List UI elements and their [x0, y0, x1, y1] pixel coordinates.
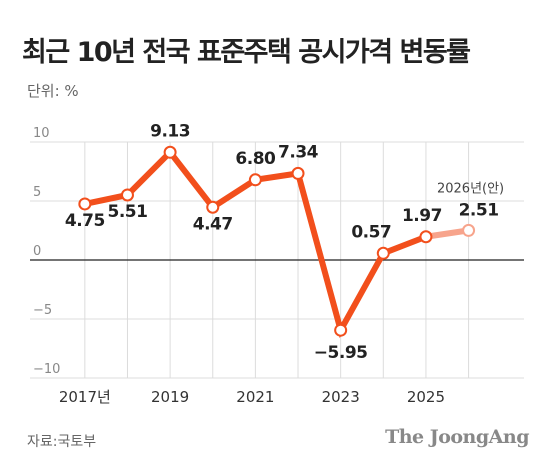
- y-tick-label: −5: [33, 303, 52, 318]
- x-tick-label: 2025: [407, 388, 445, 406]
- data-label: 0.57: [351, 222, 391, 242]
- source-label: 자료:국토부: [27, 434, 97, 450]
- data-label: −5.95: [314, 343, 368, 363]
- data-label: 6.80: [235, 149, 276, 169]
- publisher-logo: The JoongAng: [385, 426, 529, 448]
- data-point: [376, 246, 390, 260]
- x-tick-label: 2021: [236, 388, 274, 406]
- y-tick-label: 5: [33, 185, 41, 200]
- data-label: 2.51: [459, 200, 499, 220]
- data-point: [334, 323, 348, 337]
- x-tick-label: 2017년: [59, 388, 111, 406]
- data-point: [206, 200, 220, 214]
- x-tick-label: 2023: [322, 388, 360, 406]
- projection-annotation: 2026년(안): [437, 181, 504, 196]
- data-label: 4.75: [65, 211, 105, 231]
- data-label: 5.51: [108, 202, 148, 222]
- data-point: [120, 188, 134, 202]
- unit-label: 단위: %: [27, 82, 79, 100]
- projected-series-line: [422, 227, 472, 240]
- data-point: [78, 197, 92, 211]
- data-point: [248, 173, 262, 187]
- data-label: 7.34: [278, 142, 319, 162]
- data-label: 1.97: [402, 206, 442, 226]
- data-label: 9.13: [150, 121, 190, 141]
- projected-point: [462, 223, 476, 237]
- data-point: [291, 166, 305, 180]
- chart-title: 최근 10년 전국 표준주택 공시가격 변동률: [22, 37, 471, 68]
- y-tick-label: −10: [33, 362, 60, 377]
- x-tick-label: 2019: [151, 388, 189, 406]
- y-tick-label: 10: [33, 126, 50, 141]
- data-point: [163, 145, 177, 159]
- data-label: 4.47: [193, 214, 233, 234]
- data-point: [419, 230, 433, 244]
- y-tick-label: 0: [33, 244, 41, 259]
